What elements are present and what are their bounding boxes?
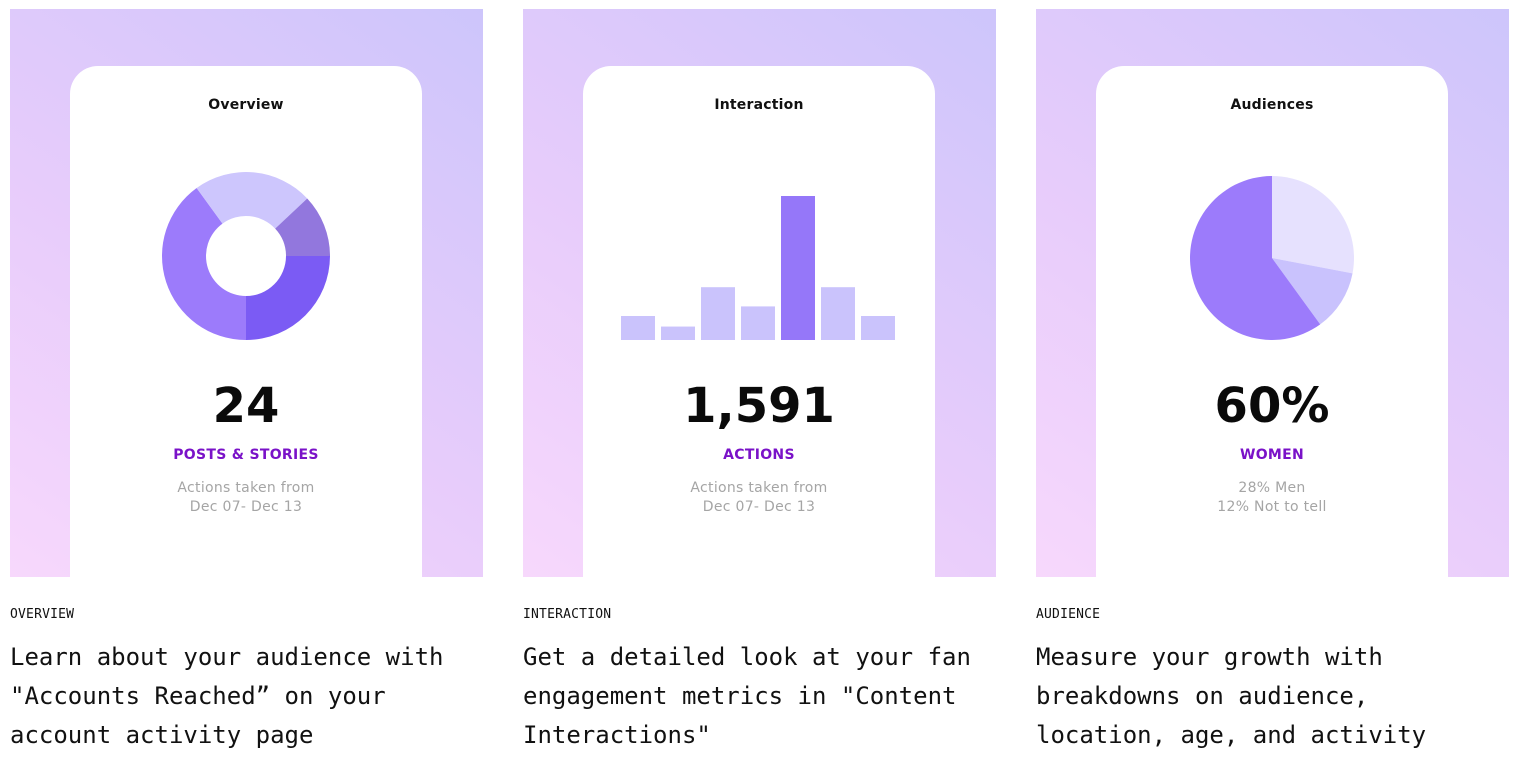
section-eyebrow: OVERVIEW	[10, 607, 75, 622]
interaction-card: Interaction 1,591 ACTIONS Actions taken …	[583, 66, 935, 577]
section-description: Get a detailed look at your fan engageme…	[523, 643, 971, 749]
big-value: 60%	[1214, 378, 1330, 434]
audience-card: Audiences 60% WOMEN 28% Men 12% Not to t…	[1096, 66, 1448, 577]
bar-chart	[621, 196, 895, 340]
note-line: Actions taken from	[177, 480, 315, 496]
note-line: Dec 07- Dec 13	[702, 499, 816, 515]
card-note: 28% Men 12% Not to tell	[1096, 479, 1448, 517]
section-eyebrow: INTERACTION	[523, 607, 612, 622]
card-title: Overview	[208, 97, 284, 113]
pie-chart	[1190, 176, 1354, 340]
metric-label: WOMEN	[1239, 447, 1305, 463]
pie-slice-women	[1190, 176, 1321, 340]
metric-label: ACTIONS	[723, 447, 795, 463]
note-line: Actions taken from	[690, 480, 828, 496]
feature-column-interaction: Interaction 1,591 ACTIONS Actions taken …	[523, 9, 996, 755]
feature-column-overview: Overview 24 POSTS & STORIES Actions take…	[10, 9, 483, 755]
bar-4	[741, 306, 775, 340]
bar-7	[861, 316, 895, 340]
section-description: Learn about your audience with "Accounts…	[10, 643, 444, 749]
pie-slice-4	[275, 198, 330, 256]
bar-1	[621, 316, 655, 340]
card-title: Interaction	[714, 97, 804, 113]
bar-2	[661, 326, 695, 340]
pie-slice-not-to-tell	[1272, 258, 1353, 325]
bar-6	[821, 287, 855, 340]
note-line: 12% Not to tell	[1217, 499, 1327, 515]
overview-card: Overview 24 POSTS & STORIES Actions take…	[70, 66, 422, 577]
hero-image-interaction: Interaction 1,591 ACTIONS Actions taken …	[523, 9, 996, 577]
note-line: 28% Men	[1238, 480, 1306, 496]
metric-label: POSTS & STORIES	[173, 447, 319, 463]
pie-slice-1	[246, 256, 330, 340]
bar-5	[781, 196, 815, 340]
hero-image-overview: Overview 24 POSTS & STORIES Actions take…	[10, 9, 483, 577]
section-description: Measure your growth with breakdowns on a…	[1036, 643, 1427, 749]
hero-image-audience: Audiences 60% WOMEN 28% Men 12% Not to t…	[1036, 9, 1509, 577]
big-value: 1,591	[683, 378, 835, 434]
pie-slice-3	[196, 172, 308, 229]
bar-3	[701, 287, 735, 340]
card-note: Actions taken from Dec 07- Dec 13	[583, 479, 935, 517]
donut-chart	[162, 172, 330, 340]
pie-slice-2	[162, 188, 246, 340]
big-value: 24	[212, 378, 280, 434]
note-line: Dec 07- Dec 13	[189, 499, 303, 515]
card-title: Audiences	[1230, 97, 1314, 113]
pie-slice-men	[1272, 176, 1354, 274]
card-note: Actions taken from Dec 07- Dec 13	[70, 479, 422, 517]
section-eyebrow: AUDIENCE	[1036, 607, 1101, 622]
feature-column-audience: Audiences 60% WOMEN 28% Men 12% Not to t…	[1036, 9, 1509, 755]
